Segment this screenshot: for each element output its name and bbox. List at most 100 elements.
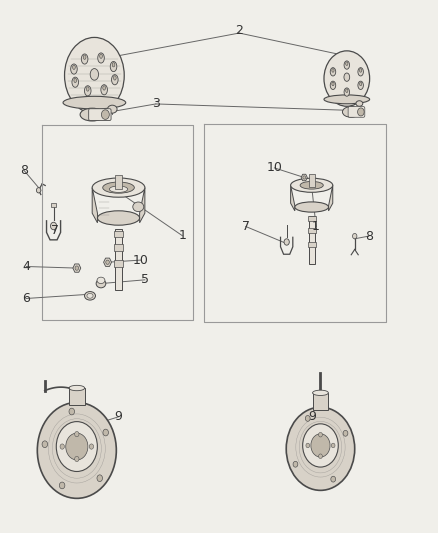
Ellipse shape [113, 76, 116, 80]
Circle shape [293, 462, 297, 467]
Polygon shape [290, 185, 294, 211]
Ellipse shape [290, 178, 332, 192]
Ellipse shape [102, 182, 134, 193]
Ellipse shape [132, 202, 144, 212]
Ellipse shape [96, 279, 106, 288]
Circle shape [59, 482, 65, 489]
Ellipse shape [71, 64, 77, 74]
Circle shape [50, 222, 57, 230]
Circle shape [89, 444, 93, 449]
Ellipse shape [343, 61, 349, 69]
Bar [51, 203, 56, 207]
Text: 4: 4 [22, 260, 30, 273]
Ellipse shape [99, 54, 102, 58]
Ellipse shape [329, 68, 335, 76]
Polygon shape [103, 258, 111, 266]
Ellipse shape [357, 81, 363, 90]
Ellipse shape [323, 51, 369, 106]
Circle shape [302, 424, 338, 467]
Ellipse shape [102, 86, 105, 90]
Circle shape [286, 407, 354, 490]
Ellipse shape [72, 77, 78, 87]
Circle shape [330, 477, 335, 482]
Ellipse shape [97, 211, 139, 225]
Ellipse shape [331, 82, 333, 86]
FancyBboxPatch shape [347, 107, 364, 117]
Circle shape [318, 432, 321, 437]
Circle shape [75, 266, 78, 270]
Polygon shape [92, 188, 97, 223]
Ellipse shape [64, 37, 124, 114]
Ellipse shape [86, 87, 89, 91]
Ellipse shape [345, 89, 347, 93]
Ellipse shape [343, 73, 349, 82]
Circle shape [37, 402, 116, 498]
Circle shape [102, 429, 108, 436]
Circle shape [74, 456, 79, 462]
Ellipse shape [72, 65, 75, 69]
Text: 9: 9 [307, 410, 315, 423]
Circle shape [66, 433, 88, 460]
Ellipse shape [84, 292, 95, 300]
Ellipse shape [359, 69, 361, 72]
Bar [307, 216, 315, 221]
Text: 6: 6 [22, 292, 30, 305]
Circle shape [106, 260, 109, 264]
Ellipse shape [357, 68, 363, 76]
Ellipse shape [98, 53, 104, 63]
Text: 3: 3 [152, 98, 159, 110]
Ellipse shape [342, 107, 359, 117]
Circle shape [36, 188, 41, 193]
Circle shape [60, 444, 64, 449]
Bar [115, 175, 122, 189]
Text: 10: 10 [132, 254, 148, 266]
Ellipse shape [112, 62, 115, 67]
Polygon shape [328, 185, 332, 211]
Bar [308, 174, 314, 187]
Ellipse shape [329, 81, 335, 90]
Text: 1: 1 [311, 220, 319, 233]
Bar [307, 228, 315, 233]
Bar [113, 231, 123, 237]
Text: 8: 8 [364, 230, 372, 243]
Bar [115, 229, 122, 290]
Polygon shape [139, 188, 145, 223]
Circle shape [74, 432, 79, 437]
Ellipse shape [110, 61, 117, 71]
Ellipse shape [63, 96, 125, 109]
Bar [113, 244, 123, 251]
Circle shape [302, 176, 305, 179]
Circle shape [343, 431, 347, 436]
Ellipse shape [323, 95, 369, 104]
Ellipse shape [331, 69, 333, 72]
Ellipse shape [83, 55, 86, 59]
Ellipse shape [294, 202, 328, 212]
Circle shape [42, 441, 47, 448]
Ellipse shape [101, 85, 107, 95]
Ellipse shape [90, 69, 99, 80]
Circle shape [352, 233, 356, 239]
Ellipse shape [87, 293, 93, 298]
Circle shape [318, 454, 321, 458]
Ellipse shape [359, 82, 361, 86]
Ellipse shape [97, 277, 105, 284]
Ellipse shape [109, 186, 127, 192]
Ellipse shape [80, 108, 104, 121]
Text: 9: 9 [114, 410, 122, 423]
Polygon shape [73, 264, 81, 272]
Ellipse shape [107, 105, 117, 113]
Polygon shape [300, 174, 307, 181]
Circle shape [97, 475, 102, 481]
Text: 8: 8 [20, 164, 28, 177]
Circle shape [283, 239, 289, 245]
Circle shape [305, 416, 309, 421]
Ellipse shape [74, 78, 76, 83]
Text: 1: 1 [178, 229, 186, 242]
Ellipse shape [300, 181, 322, 189]
Ellipse shape [92, 178, 145, 197]
Ellipse shape [357, 108, 364, 116]
Ellipse shape [345, 62, 347, 66]
Circle shape [331, 443, 334, 448]
Ellipse shape [111, 75, 118, 85]
Text: 2: 2 [235, 25, 243, 37]
